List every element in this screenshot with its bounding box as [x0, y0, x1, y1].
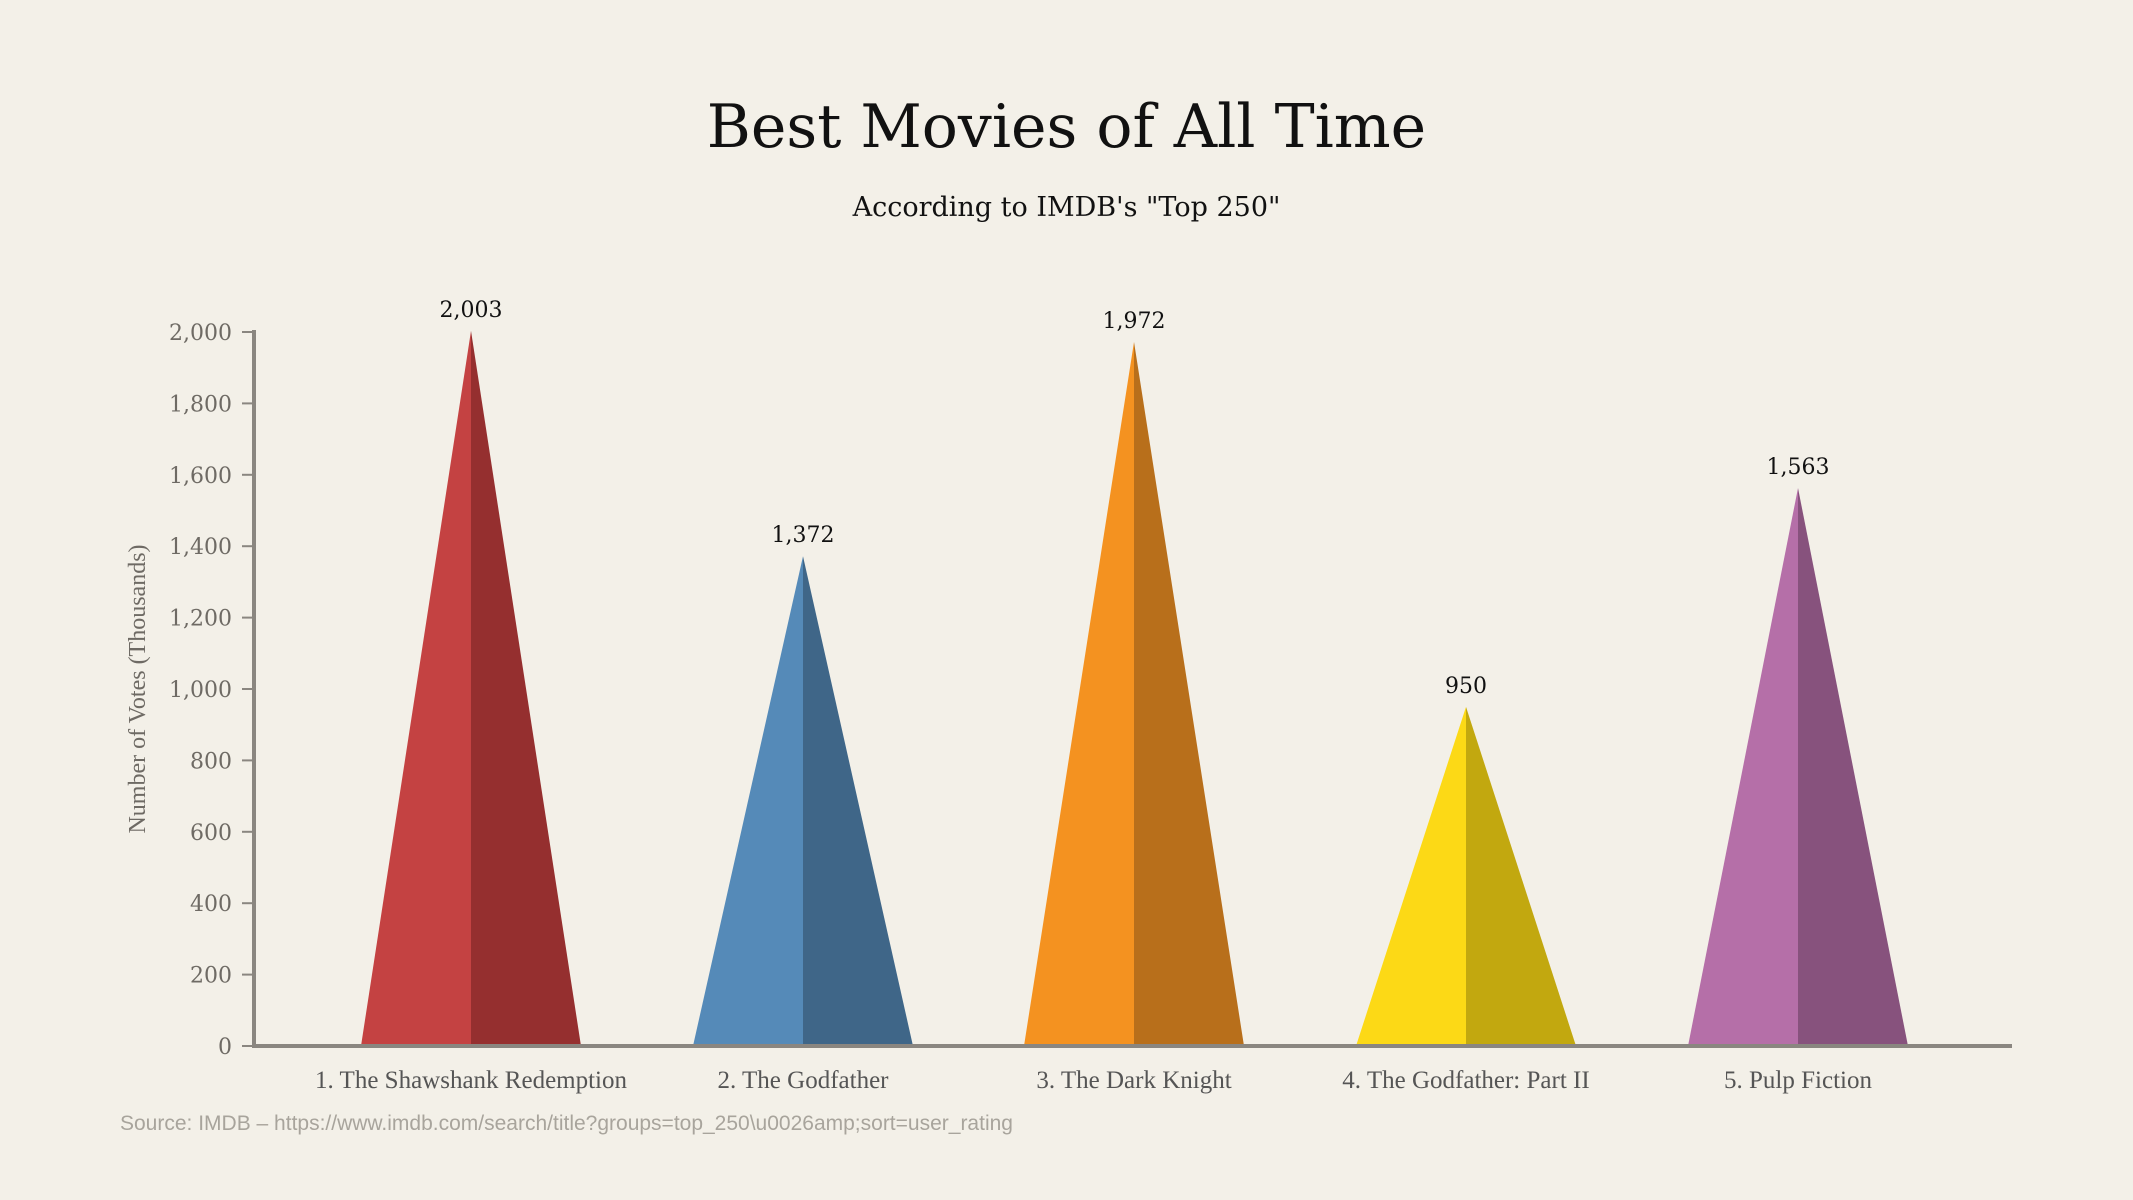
bar-triangle-left: [1024, 341, 1134, 1047]
chart-subtitle: According to IMDB's "Top 250": [852, 192, 1281, 223]
bar-triangle-left: [1688, 488, 1798, 1046]
bar-triangle-right: [803, 556, 913, 1046]
data-label: 1,972: [1103, 309, 1166, 334]
bar-triangle-right: [1134, 341, 1244, 1047]
data-label: 1,372: [772, 523, 835, 548]
y-tick-label: 1,800: [169, 392, 232, 417]
bar-triangle-left: [361, 330, 471, 1047]
x-tick-label: 3. The Dark Knight: [1036, 1067, 1231, 1094]
y-tick-label: 2,000: [169, 321, 232, 346]
source-note: Source: IMDB – https://www.imdb.com/sear…: [120, 1112, 1013, 1135]
bar-triangle-right: [1798, 488, 1908, 1046]
data-label: 1,563: [1767, 455, 1830, 480]
bar-triangle-left: [693, 556, 803, 1046]
y-tick-label: 1,200: [169, 607, 232, 632]
x-tick-label: 5. Pulp Fiction: [1724, 1067, 1872, 1094]
y-tick-label: 200: [190, 964, 232, 989]
x-tick-label: 4. The Godfather: Part II: [1342, 1067, 1589, 1094]
y-tick-label: 1,400: [169, 535, 232, 560]
y-tick-label: 400: [190, 892, 232, 917]
data-label: 2,003: [440, 298, 503, 323]
y-tick-label: 0: [218, 1035, 232, 1060]
bar-triangle-right: [1466, 706, 1576, 1046]
y-tick-label: 600: [190, 821, 232, 846]
x-tick-label: 2. The Godfather: [717, 1067, 889, 1094]
bar-triangle-left: [1356, 706, 1466, 1046]
data-label: 950: [1445, 674, 1487, 699]
y-axis-label: Number of Votes (Thousands): [125, 544, 151, 833]
y-tick-label: 1,600: [169, 464, 232, 489]
bar-triangle-right: [471, 330, 581, 1047]
y-tick-label: 1,000: [169, 678, 232, 703]
x-tick-label: 1. The Shawshank Redemption: [315, 1067, 627, 1094]
chart-title: Best Movies of All Time: [706, 92, 1427, 162]
y-tick-label: 800: [190, 749, 232, 774]
